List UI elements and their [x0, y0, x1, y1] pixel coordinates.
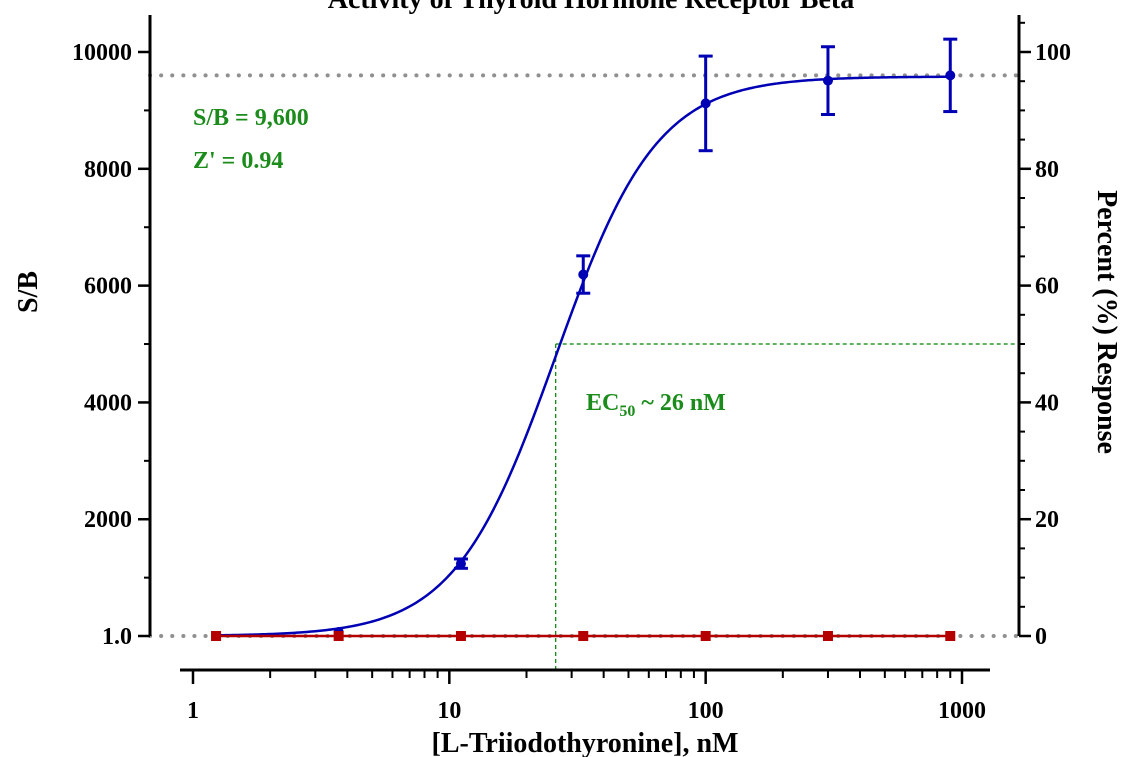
y2-tick-label: 60: [1035, 274, 1059, 300]
data-point-background: [211, 631, 222, 641]
x-tick-label: 1000: [938, 698, 986, 724]
fit-curve-agonist: [216, 75, 951, 637]
x-axis-title: [L-Triiodothyronine], nM: [432, 728, 739, 757]
chart-title: Activity of Thyroid Hormone Receptor Bet…: [328, 0, 854, 15]
y2-tick-label: 100: [1035, 40, 1071, 66]
y2-axis-title: Percent (%) Response: [1091, 190, 1122, 454]
ticks: 1.0 2000 4000 6000 8000 10000 0 20 40 60 80 100 1 10 1…: [72, 21, 1071, 724]
ec50-annotation: EC50 ~ 26 nM: [586, 390, 726, 420]
x-tick-label: 10: [437, 698, 461, 724]
data-point-agonist: [578, 269, 589, 280]
y-axis-title: S/B: [13, 271, 44, 313]
y-tick-label: 1.0: [102, 624, 132, 650]
data-point-agonist: [822, 75, 833, 86]
data-point-agonist: [945, 70, 956, 81]
ec50-label-value: ~ 26 nM: [635, 390, 725, 416]
y2-tick-label: 80: [1035, 157, 1059, 183]
data-point-background: [333, 631, 344, 641]
ec50-label-main: EC: [586, 390, 619, 416]
ec50-label-subscript: 50: [619, 403, 635, 420]
y-tick-label: 10000: [72, 40, 132, 66]
sb-annotation: S/B = 9,600: [193, 105, 309, 131]
data-point-background: [455, 631, 466, 641]
y2-tick-label: 40: [1035, 390, 1059, 416]
zprime-annotation: Z' = 0.94: [193, 148, 283, 174]
y2-tick-label: 0: [1035, 624, 1047, 650]
x-tick-label: 1: [187, 698, 199, 724]
y-tick-label: 2000: [84, 507, 132, 533]
data-point-agonist: [455, 558, 466, 569]
data-point-background: [945, 631, 956, 641]
data-point-agonist: [700, 98, 711, 109]
data-point-background: [822, 631, 833, 641]
data-point-background: [578, 631, 589, 641]
y-tick-label: 8000: [84, 157, 132, 183]
y-tick-label: 6000: [84, 274, 132, 300]
data-point-background: [700, 631, 711, 641]
y2-tick-label: 20: [1035, 507, 1059, 533]
fit-curves: [216, 75, 951, 638]
x-tick-label: 100: [688, 698, 724, 724]
data-marks: [211, 37, 958, 641]
y-tick-label: 4000: [84, 390, 132, 416]
